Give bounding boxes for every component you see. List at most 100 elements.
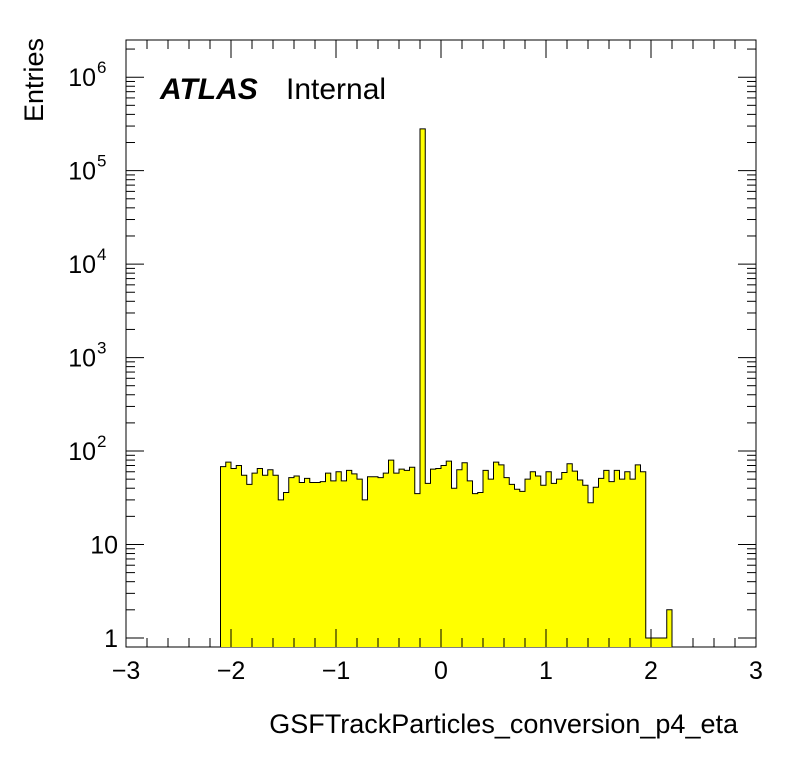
histogram-bar bbox=[598, 478, 605, 647]
histogram-bar bbox=[577, 479, 584, 647]
histogram-bar bbox=[378, 477, 384, 647]
histogram-bar bbox=[414, 493, 421, 647]
histogram-bar bbox=[635, 464, 641, 647]
histogram-bar bbox=[619, 479, 626, 647]
histogram-bar bbox=[467, 480, 473, 647]
histogram-bar bbox=[341, 480, 347, 647]
histogram-bar bbox=[357, 479, 363, 647]
histogram-bar bbox=[451, 488, 458, 647]
histogram-bar bbox=[283, 492, 290, 647]
histogram-bar bbox=[388, 460, 395, 647]
histogram-bar bbox=[567, 463, 573, 647]
histogram-bar bbox=[535, 476, 542, 647]
histogram-bar bbox=[241, 475, 248, 647]
histogram-bar bbox=[493, 462, 500, 647]
histogram-bar bbox=[399, 469, 405, 647]
histogram-outline bbox=[220, 128, 673, 647]
histogram-bar bbox=[546, 471, 552, 647]
y-tick-exponent: 6 bbox=[97, 58, 106, 77]
histogram-bar bbox=[404, 470, 410, 647]
histogram-bar bbox=[267, 469, 274, 647]
y-tick-exponent: 4 bbox=[97, 245, 106, 264]
histogram-bar bbox=[504, 477, 510, 647]
histogram-bar bbox=[525, 479, 531, 647]
histogram-bar bbox=[624, 471, 631, 647]
y-tick-exponent: 2 bbox=[97, 432, 106, 451]
histogram-bar bbox=[320, 481, 326, 647]
histogram-bar bbox=[582, 485, 589, 647]
histogram-bar bbox=[609, 481, 615, 647]
histogram-bar bbox=[456, 469, 463, 647]
histogram-bar bbox=[530, 471, 536, 647]
y-tick-exponent: 3 bbox=[97, 339, 106, 358]
y-tick-label: 10 bbox=[68, 438, 96, 466]
histogram-bar bbox=[519, 491, 526, 647]
histogram-bar bbox=[262, 475, 269, 647]
histogram-bar bbox=[425, 483, 431, 647]
histogram-bar bbox=[435, 468, 442, 647]
histogram-bar bbox=[514, 489, 521, 647]
y-tick-label: 1 bbox=[104, 625, 118, 653]
histogram-bar bbox=[257, 468, 263, 647]
y-axis-label: Entries bbox=[19, 38, 49, 122]
histogram-bar bbox=[441, 465, 447, 647]
histogram-bar bbox=[325, 473, 332, 647]
histogram-bar bbox=[556, 479, 563, 647]
x-tick-label: 2 bbox=[644, 657, 658, 685]
histogram-bar bbox=[336, 471, 342, 647]
histogram-bar bbox=[294, 476, 300, 647]
y-tick-exponent: 5 bbox=[97, 152, 106, 171]
histogram-bar bbox=[593, 487, 599, 647]
atlas-label: ATLAS bbox=[159, 73, 258, 106]
histogram-bar bbox=[362, 499, 368, 647]
histogram-bar bbox=[252, 473, 258, 647]
histogram-bar bbox=[346, 470, 353, 647]
x-tick-label: 1 bbox=[539, 657, 553, 685]
histogram-bar bbox=[273, 475, 279, 647]
histogram-bars bbox=[220, 128, 673, 647]
x-tick-label: −3 bbox=[112, 657, 141, 685]
histogram-bar bbox=[656, 637, 662, 647]
histogram-bar bbox=[225, 462, 232, 647]
histogram-bar bbox=[483, 470, 489, 647]
histogram-bar bbox=[315, 482, 321, 647]
x-tick-label: 0 bbox=[434, 657, 448, 685]
histogram-bar bbox=[420, 128, 426, 647]
histogram-bar bbox=[367, 476, 374, 647]
x-tick-label: −1 bbox=[322, 657, 351, 685]
histogram-bar bbox=[220, 466, 227, 647]
histogram-bar bbox=[330, 480, 337, 647]
histogram-bar bbox=[472, 493, 479, 647]
histogram-bar bbox=[383, 473, 389, 647]
histogram-bar bbox=[551, 483, 557, 647]
x-tick-label: −2 bbox=[217, 657, 246, 685]
histogram-bar bbox=[477, 492, 484, 647]
histogram-bar bbox=[393, 473, 400, 647]
histogram-bar bbox=[462, 462, 468, 647]
histogram-bar bbox=[278, 499, 284, 647]
histogram-bar bbox=[661, 637, 668, 647]
histogram-bar bbox=[236, 465, 242, 647]
x-tick-label: 3 bbox=[749, 657, 763, 685]
histogram-bar bbox=[561, 472, 568, 647]
histogram-bar bbox=[246, 484, 253, 647]
y-tick-label: 10 bbox=[68, 158, 96, 186]
y-tick-label: 10 bbox=[90, 531, 118, 559]
histogram-bar bbox=[288, 477, 295, 647]
histogram-bar bbox=[351, 473, 358, 647]
histogram-bar bbox=[299, 482, 305, 647]
histogram-bar bbox=[630, 479, 636, 647]
histogram-bar bbox=[309, 482, 316, 647]
histogram-bar bbox=[304, 478, 311, 647]
histogram-bar bbox=[666, 609, 673, 647]
histogram-bar bbox=[614, 470, 620, 647]
histogram-bar bbox=[588, 502, 594, 647]
histogram-bar bbox=[572, 471, 578, 647]
histogram-bar bbox=[409, 467, 416, 647]
y-tick-label: 10 bbox=[68, 251, 96, 279]
histogram-bar bbox=[540, 485, 547, 647]
x-axis-label: GSFTrackParticles_conversion_p4_eta bbox=[269, 709, 739, 739]
histogram-bar bbox=[231, 468, 237, 647]
histogram-bar bbox=[488, 479, 494, 647]
